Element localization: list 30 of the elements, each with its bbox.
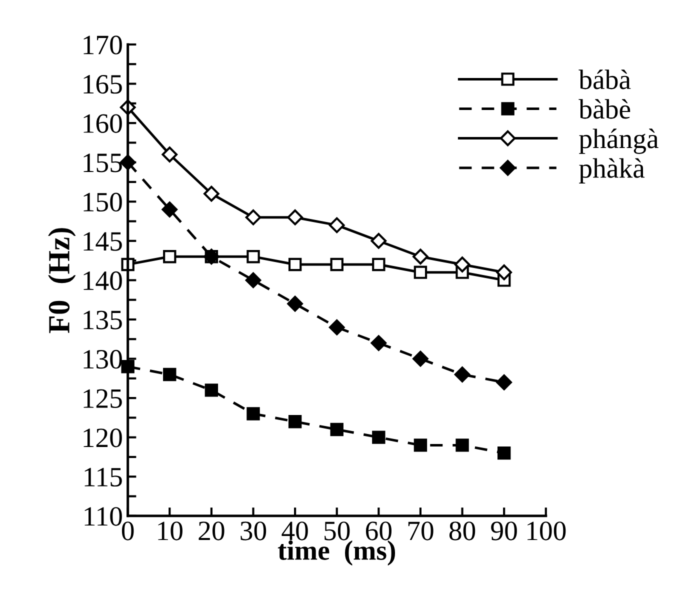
y-tick-label: 165 xyxy=(84,75,122,94)
y-tick-label: 110 xyxy=(84,507,122,526)
x-tick-label: 90 xyxy=(491,522,517,540)
x-tick-label: 80 xyxy=(449,522,476,540)
y-tick-label: 160 xyxy=(84,114,122,133)
y-tick-label: 125 xyxy=(84,389,122,408)
y-tick-label: 150 xyxy=(84,192,122,212)
x-tick-label: 10 xyxy=(158,522,182,540)
x-tick-label: 40 xyxy=(282,522,308,540)
x-tick-label: 100 xyxy=(528,522,566,540)
y-tick-label: 130 xyxy=(84,350,122,369)
y-tick-label: 120 xyxy=(84,428,122,448)
x-tick-label: 30 xyxy=(240,522,266,540)
legend-label: bábà xyxy=(578,70,631,90)
y-tick-label: 155 xyxy=(84,154,122,172)
legend-label: phàkà xyxy=(579,158,645,184)
y-tick-label: 145 xyxy=(84,232,122,251)
y-tick-label: 135 xyxy=(84,310,122,330)
y-axis-title: F0 (Hz) xyxy=(48,228,76,334)
x-tick-label: 50 xyxy=(324,522,350,540)
y-tick-label: 140 xyxy=(84,271,122,290)
x-tick-label: 20 xyxy=(198,522,224,540)
x-axis-title: time (ms) xyxy=(278,540,396,566)
legend-label: phángà xyxy=(579,128,658,154)
x-tick-label: 60 xyxy=(366,522,392,540)
x-tick-label: 0 xyxy=(122,522,134,540)
y-tick-label: 115 xyxy=(84,468,122,487)
y-tick-label: 170 xyxy=(84,36,122,54)
x-tick-label: 70 xyxy=(408,522,434,540)
legend-label: bàbè xyxy=(578,99,630,119)
